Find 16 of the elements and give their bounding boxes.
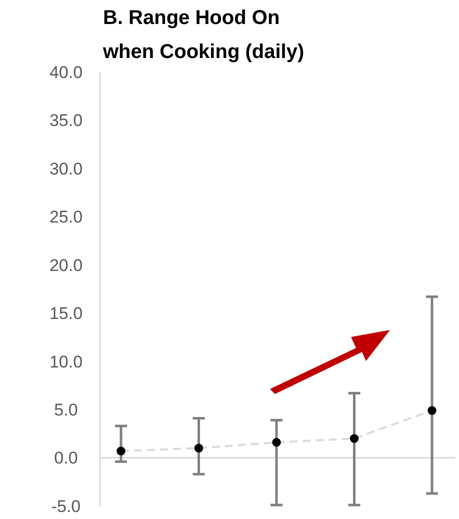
y-tick-label: 0.0 bbox=[54, 448, 78, 468]
y-tick-label: 35.0 bbox=[49, 111, 83, 130]
y-tick-label: 5.0 bbox=[54, 400, 78, 420]
y-tick-label: 40.0 bbox=[49, 62, 83, 82]
y-tick-label: 25.0 bbox=[49, 208, 83, 227]
point bbox=[116, 446, 126, 456]
point bbox=[194, 444, 204, 452]
y-tick-label: 30.0 bbox=[49, 159, 83, 178]
point bbox=[272, 438, 281, 447]
point bbox=[350, 434, 359, 443]
y-tick-label: 20.0 bbox=[49, 256, 83, 275]
y-tick-label: 10.0 bbox=[49, 352, 83, 372]
y-tick-label: -5.0 bbox=[51, 496, 81, 516]
chart-title: B. Range Hood On when Cooking (daily) bbox=[102, 7, 304, 63]
point bbox=[428, 406, 436, 415]
y-tick-label: 15.0 bbox=[49, 304, 83, 324]
